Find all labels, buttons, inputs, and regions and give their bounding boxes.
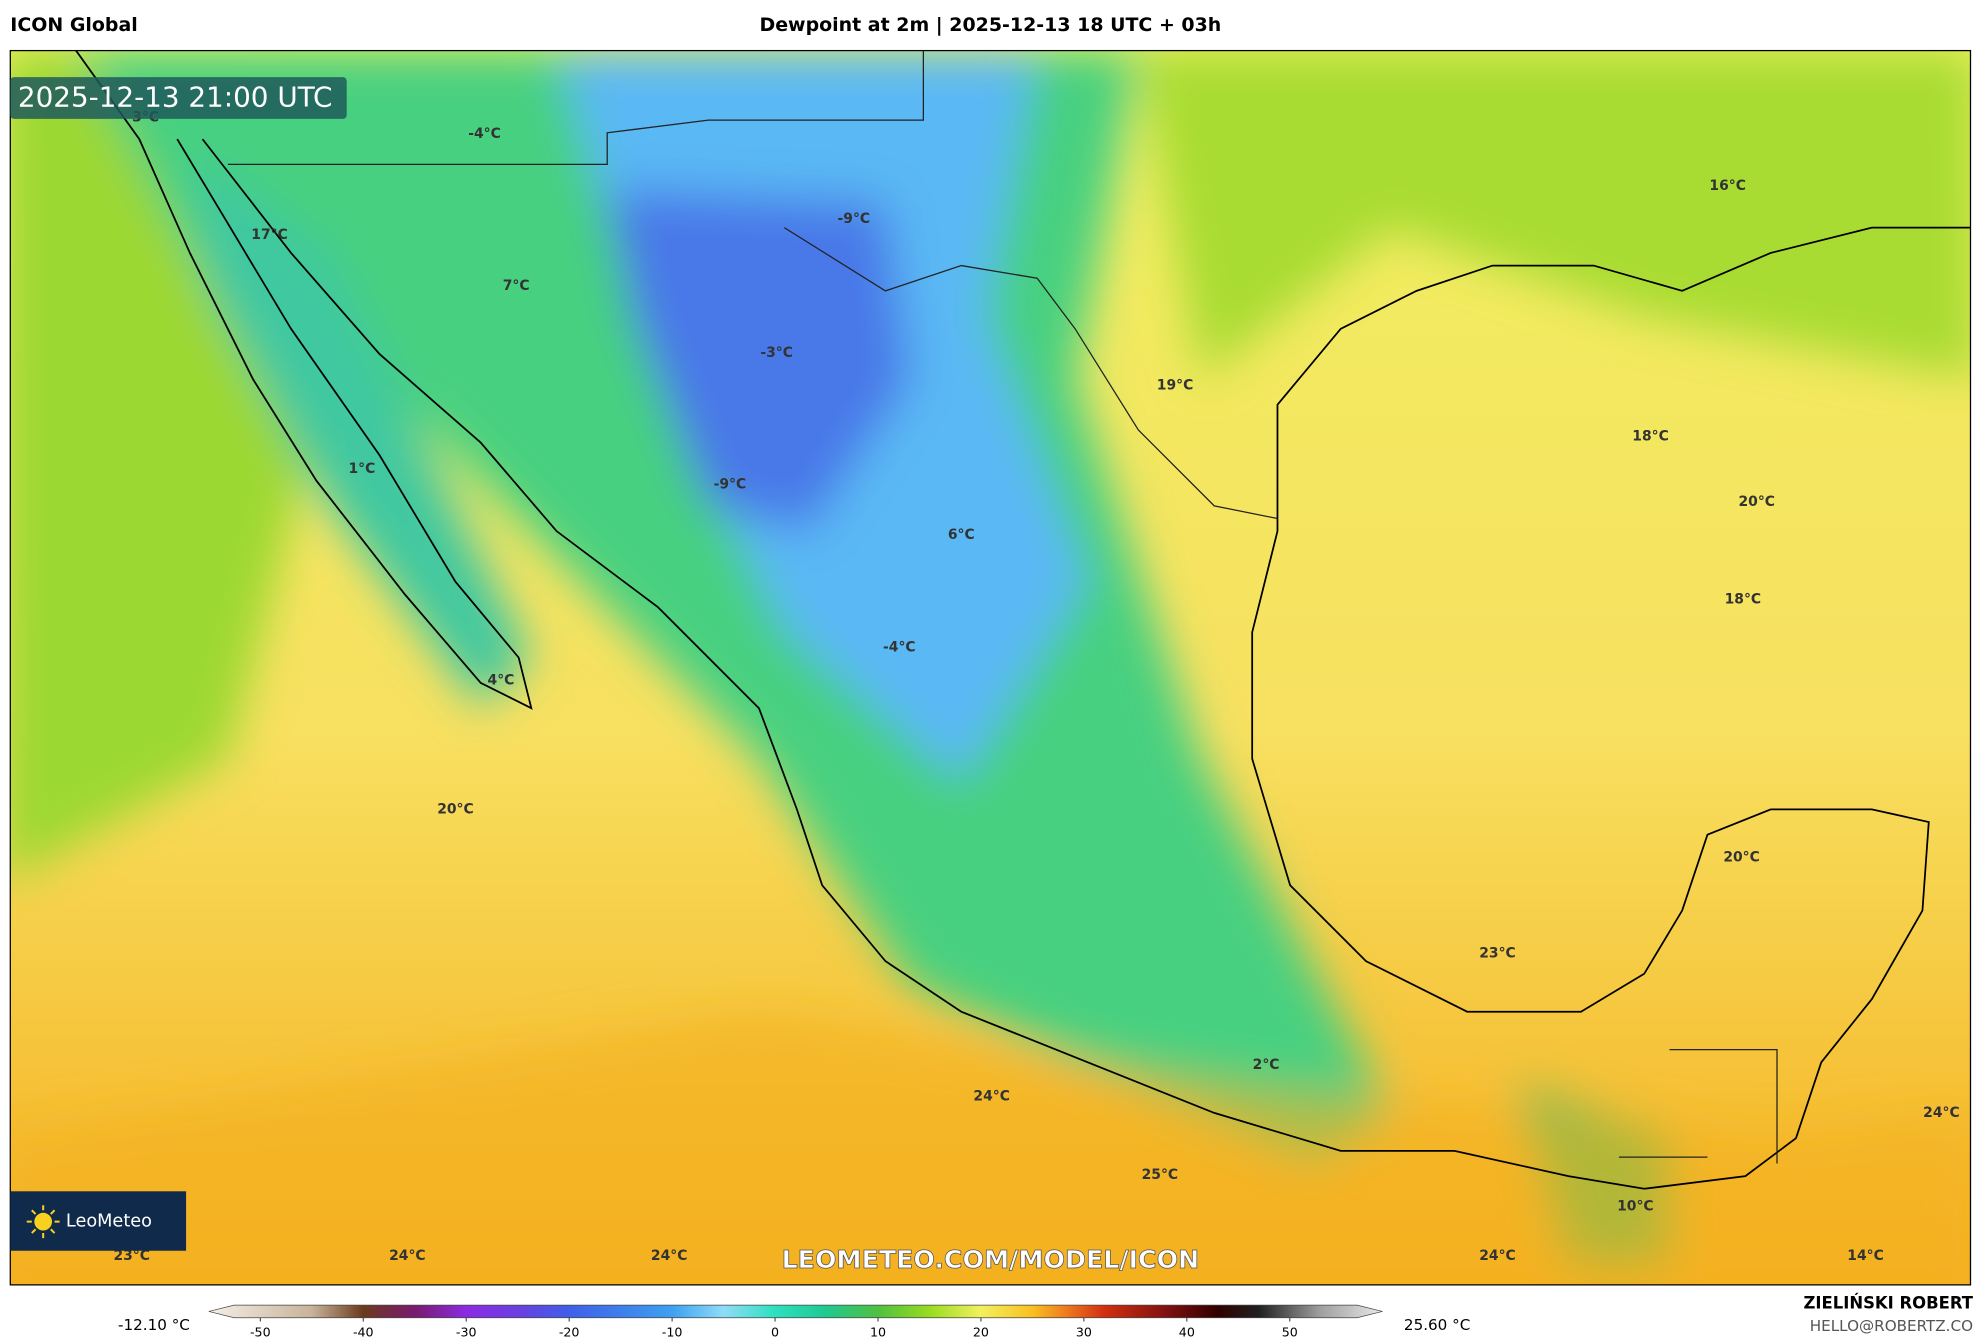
map-label: 14°C [1847,1248,1884,1264]
map-label: 18°C [1725,591,1762,607]
timestamp-box [10,77,347,119]
map-label: -9°C [714,476,747,492]
map-label: 24°C [651,1248,688,1264]
map-label: 16°C [1709,178,1746,194]
logo-text: LeoMeteo [66,1212,152,1232]
timestamp: 2025-12-13 21:00 UTC [18,81,333,114]
colorbar-tick-label: -20 [559,1324,580,1338]
map-label: 24°C [1479,1248,1516,1264]
map-label: -4°C [883,640,916,656]
map-label: 20°C [1739,494,1776,510]
map-label: 24°C [1923,1105,1960,1121]
map-label: -9°C [838,211,871,227]
map-label: 1°C [348,461,375,477]
coastline [75,50,1971,1190]
colorbar: -50 -40 -30 -20 -10 0 10 20 30 40 50 [208,1304,1383,1338]
colorbar-bar [208,1304,1383,1319]
credit-contact: HELLO@ROBERTZ.CO [1810,1317,1973,1335]
credit-author: ZIELIŃSKI ROBERT [1803,1293,1973,1312]
map-label: 23°C [1479,946,1516,962]
colorbar-tick-label: 0 [771,1324,779,1338]
field [1138,50,1971,380]
map-label: 23°C [113,1248,150,1264]
colorbar-max-label: 25.60 °C [1404,1316,1470,1334]
colorbar-min-label: -12.10 °C [118,1316,190,1334]
map-label: 20°C [437,801,474,817]
map-label: 4°C [488,672,515,688]
map-label: 25°C [1142,1167,1179,1183]
watermark: LEOMETEO.COM/MODEL/ICON [782,1245,1200,1274]
map-title: Dewpoint at 2m | 2025-12-13 18 UTC + 03h [759,14,1221,36]
border [227,50,1778,1164]
logo-sun [26,1205,60,1239]
map-frame [9,49,1972,1286]
field [10,1011,1971,1285]
field [76,50,1392,1164]
colorbar-tick-label: 50 [1282,1324,1298,1338]
map-label: 10°C [1617,1198,1654,1214]
colorbar-tick-label: -50 [250,1324,271,1338]
colorbar-tick-label: -10 [662,1324,683,1338]
colorbar-tick-label: 40 [1179,1324,1195,1338]
map-label: 6°C [948,527,975,543]
map-label: 7°C [503,278,530,294]
map-label: -4°C [468,126,501,142]
map-label: 20°C [1723,849,1760,865]
map-label: 19°C [1157,378,1194,394]
field [607,189,911,532]
map-label: 24°C [389,1248,426,1264]
colorbar-tick-label: 20 [973,1324,989,1338]
map-label: 2°C [1253,1057,1280,1073]
colorbar-tick-label: -30 [456,1324,477,1338]
model-name: ICON Global [10,14,137,36]
map-labels: 3°C -4°C -9°C 17°C 7°C -3°C 19°C 16°C 18… [113,110,1959,1264]
colorbar-tick-label: -40 [353,1324,374,1338]
map-label: 18°C [1632,428,1669,444]
field-shading [10,50,1971,1285]
map-label: 17°C [251,227,288,243]
map-label: -3°C [760,345,793,361]
map-label: 24°C [973,1088,1010,1104]
map-area [10,50,1971,1285]
colorbar-tick-label: 10 [870,1324,886,1338]
colorbar-tick-label: 30 [1076,1324,1092,1338]
field [189,151,532,709]
